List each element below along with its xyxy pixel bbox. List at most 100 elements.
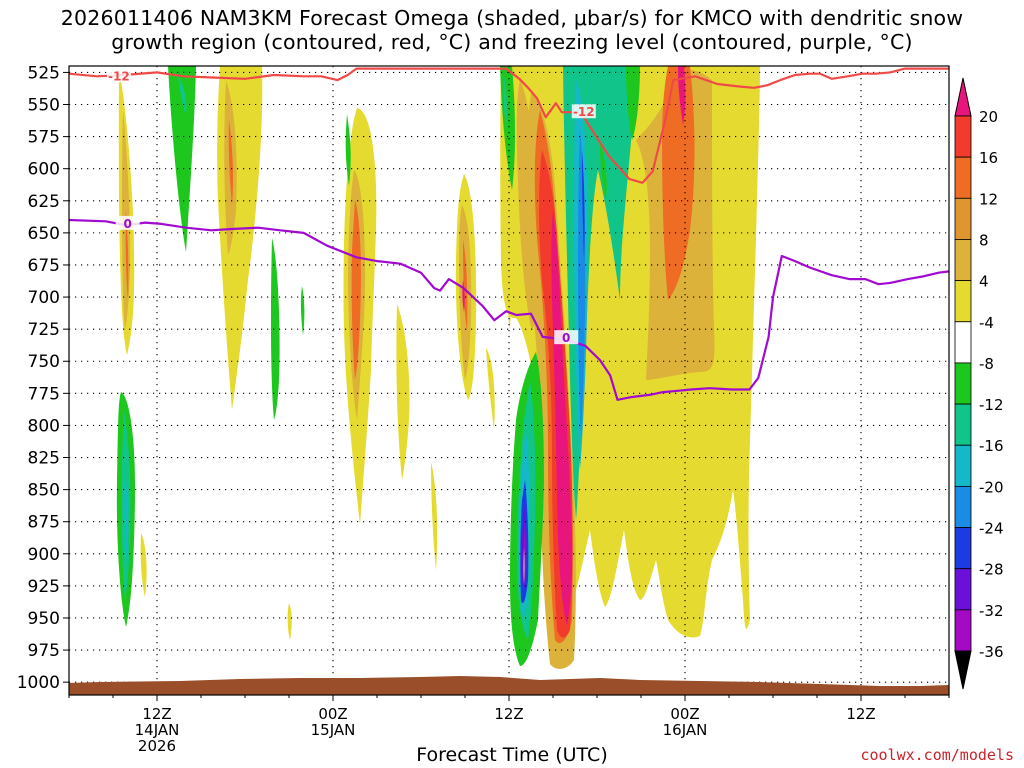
y-tick-label: 650 (28, 224, 60, 244)
y-tick-label: 875 (28, 513, 60, 533)
omega-region (678, 66, 686, 125)
colorbar-label: -24 (979, 520, 1004, 538)
colorbar-bin (954, 197, 972, 240)
x-tick-label: 14JAN (135, 721, 180, 739)
colorbar-label: -4 (979, 314, 994, 332)
colorbar-label: -20 (979, 478, 1004, 496)
contour-label-bg (115, 215, 140, 230)
colorbar-label: 8 (979, 231, 989, 249)
omega-region (662, 66, 695, 300)
x-tick-label: 2026 (138, 737, 176, 755)
x-tick-label: 12Z (142, 705, 171, 723)
contour-label-bg (106, 68, 131, 83)
colorbar-bin (954, 444, 972, 487)
y-tick-label: 725 (28, 320, 60, 340)
colorbar-label: -36 (979, 643, 1004, 661)
omega-shading (116, 66, 760, 669)
x-tick-label: 16JAN (663, 721, 708, 739)
omega-region (505, 230, 511, 330)
title-line-1: 2026011406 NAM3KM Forecast Omega (shaded… (60, 6, 964, 30)
chart-title: 2026011406 NAM3KM Forecast Omega (shaded… (0, 6, 1024, 54)
y-tick-label: 750 (28, 352, 60, 372)
colorbar-label: 16 (979, 149, 998, 167)
contour-label-bg (554, 330, 579, 345)
colorbar-bin (954, 156, 972, 199)
omega-region (626, 66, 640, 140)
y-tick-label: 675 (28, 256, 60, 276)
colorbar-label: 20 (979, 108, 998, 126)
title-line-2: growth region (contoured, red, °C) and f… (111, 30, 913, 54)
y-tick-label: 850 (28, 481, 60, 501)
y-tick-label: 700 (28, 288, 60, 308)
x-tick-label: 12Z (494, 705, 523, 723)
colorbar-label: 4 (979, 273, 989, 291)
contour-label: -12 (573, 105, 595, 119)
omega-region (503, 70, 507, 130)
omega-colorbar: 20 16 12 8 4 -4 -8 -12 -16 -20 -24 -28 -32 -36 (954, 77, 1004, 690)
omega-region (523, 548, 525, 585)
omega-region (345, 114, 351, 186)
x-axis-label: Forecast Time (UTC) (416, 744, 608, 766)
y-tick-label: 625 (28, 192, 60, 212)
y-tick-label: 1000 (17, 673, 60, 693)
x-tick-label: 12Z (846, 705, 875, 723)
y-tick-label: 775 (28, 384, 60, 404)
omega-region (396, 304, 410, 480)
contour-label-bg (571, 104, 596, 119)
colorbar-bin (954, 527, 972, 570)
colorbar-cap-bottom (954, 650, 972, 690)
contour-label: -12 (108, 69, 130, 83)
y-tick-label: 925 (28, 577, 60, 597)
omega-region (168, 66, 196, 252)
omega-region (486, 348, 495, 430)
contour-label: 0 (123, 217, 131, 231)
y-tick-label: 825 (28, 449, 60, 469)
y-tick-label: 550 (28, 96, 60, 116)
omega-region (178, 76, 187, 115)
colorbar-bin (954, 362, 972, 405)
x-tick-label: 00Z (670, 705, 699, 723)
omega-region (582, 150, 585, 260)
omega-region (551, 210, 573, 625)
omega-region (124, 470, 129, 560)
omega-region (140, 533, 147, 597)
colorbar-bin (954, 568, 972, 611)
omega-region (600, 142, 607, 200)
y-tick-label: 575 (28, 128, 60, 148)
contour-line (69, 67, 949, 184)
colorbar-label: -12 (979, 396, 1004, 414)
omega-region (228, 120, 233, 205)
y-tick-label: 975 (28, 641, 60, 661)
contour-label: 0 (562, 331, 570, 345)
site-credit: coolwx.com/models (860, 746, 1014, 764)
plot-area: -12 -12 0 0 (69, 66, 949, 695)
omega-region (300, 286, 305, 335)
omega-region (431, 462, 438, 570)
colorbar-label: -8 (979, 355, 994, 373)
omega-region (351, 200, 361, 380)
colorbar-bin (954, 403, 972, 446)
omega-region (270, 238, 280, 420)
y-axis: 525 550 575 600 625 650 675 700 725 750 775 800 825 8… (17, 63, 69, 693)
colorbar-bin (954, 239, 972, 282)
colorbar-label: 12 (979, 190, 998, 208)
colorbar-bin (954, 115, 972, 158)
colorbar-bin (954, 280, 972, 323)
colorbar-label: -16 (979, 437, 1004, 455)
x-tick-label: 15JAN (311, 721, 356, 739)
omega-region (125, 210, 129, 300)
omega-region (463, 240, 468, 330)
terrain-ground (69, 676, 949, 695)
colorbar-label: -32 (979, 602, 1004, 620)
colorbar-bin (954, 321, 972, 364)
colorbar-label: -28 (979, 561, 1004, 579)
y-tick-label: 950 (28, 609, 60, 629)
contour-lines: -12 -12 0 0 (69, 67, 949, 401)
y-tick-label: 800 (28, 416, 60, 436)
y-tick-label: 525 (28, 63, 60, 83)
omega-region (287, 603, 292, 640)
x-tick-label: 00Z (318, 705, 347, 723)
y-tick-label: 600 (28, 160, 60, 180)
